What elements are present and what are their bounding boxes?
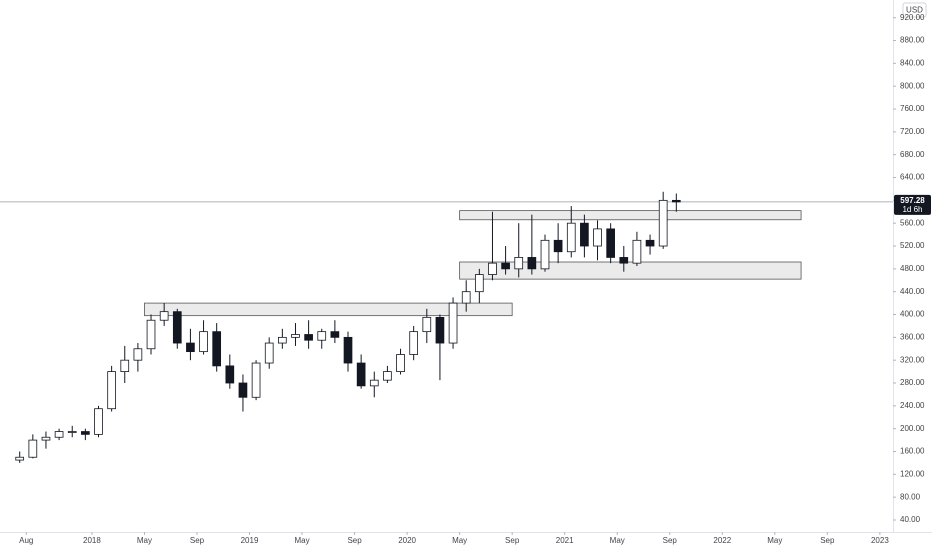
candle-body — [278, 336, 287, 344]
x-tick-label: Sep — [505, 536, 520, 545]
y-tick-label: 920.00 — [900, 13, 925, 22]
x-tick-label: May — [767, 536, 782, 545]
candle-body — [422, 316, 432, 333]
candle-body — [330, 331, 340, 338]
candle-body — [54, 431, 64, 438]
candle-body — [238, 382, 248, 398]
candle-body — [225, 365, 235, 384]
candle-body — [409, 331, 419, 355]
y-tick-label: 280.00 — [900, 378, 925, 387]
candle-body — [172, 311, 182, 344]
candle-body — [671, 199, 681, 203]
candle-body — [107, 371, 116, 410]
candle-body — [94, 408, 103, 435]
zone — [144, 302, 513, 317]
x-tick-label: 2018 — [83, 536, 101, 545]
candle-body — [527, 257, 537, 270]
candle-body — [553, 239, 563, 253]
candle-body — [383, 371, 392, 381]
candle-body — [159, 311, 169, 321]
candle-body — [186, 342, 195, 353]
candle-body — [580, 222, 589, 247]
x-tick-label: Aug — [19, 536, 33, 545]
x-tick-label: Sep — [347, 536, 362, 545]
x-tick-label: 2023 — [871, 536, 889, 545]
currency-label: USD — [906, 6, 923, 15]
candle-body — [514, 257, 524, 270]
x-tick-label: 2020 — [398, 536, 416, 545]
candle-body — [540, 239, 550, 270]
x-tick-label: 2019 — [241, 536, 259, 545]
x-tick-label: Sep — [663, 536, 678, 545]
x-tick-label: May — [452, 536, 467, 545]
y-tick-label: 40.00 — [900, 515, 921, 524]
y-tick-label: 200.00 — [900, 424, 925, 433]
y-tick-label: 720.00 — [900, 127, 925, 136]
y-tick-label: 240.00 — [900, 401, 925, 410]
candle-body — [133, 348, 143, 361]
candle-body — [658, 199, 668, 247]
candle-body — [448, 302, 458, 344]
zone — [459, 210, 802, 221]
candle-body — [343, 336, 353, 364]
y-tick-label: 480.00 — [900, 264, 925, 273]
y-tick-label: 160.00 — [900, 447, 925, 456]
candle-body — [356, 362, 366, 387]
candle-body — [632, 239, 642, 264]
candle-body — [606, 228, 615, 258]
y-tick-label: 360.00 — [900, 332, 925, 341]
x-tick-label: Sep — [820, 536, 835, 545]
y-tick-label: 560.00 — [900, 218, 925, 227]
candle-body — [212, 331, 222, 367]
zone — [459, 261, 802, 280]
y-tick-label: 880.00 — [900, 36, 925, 45]
candle-body — [199, 331, 208, 353]
y-tick-label: 320.00 — [900, 355, 925, 364]
candle-body — [593, 228, 602, 247]
y-tick-label: 760.00 — [900, 104, 925, 113]
y-tick-label: 400.00 — [900, 310, 925, 319]
candle-body — [566, 222, 576, 253]
y-tick-label: 800.00 — [900, 81, 925, 90]
countdown-label: 1d 6h — [902, 205, 922, 214]
candle-body — [461, 291, 471, 304]
x-tick-label: Sep — [190, 536, 205, 545]
candle-body — [264, 342, 274, 364]
candle-body — [474, 274, 484, 293]
candle-body — [81, 431, 90, 435]
candle-body — [120, 359, 130, 373]
y-tick-label: 680.00 — [900, 150, 925, 159]
candle-body — [619, 257, 629, 264]
y-tick-label: 840.00 — [900, 58, 925, 67]
price-label-box — [894, 194, 931, 215]
candle-body — [317, 331, 327, 341]
candle-body — [28, 439, 38, 458]
y-tick-label: 80.00 — [900, 492, 921, 501]
x-tick-label: 2021 — [556, 536, 574, 545]
price-label: 597.28 — [900, 196, 925, 205]
candle-body — [396, 354, 405, 373]
candle-body — [369, 379, 379, 387]
candle-body — [645, 239, 655, 247]
candle-body — [304, 334, 313, 341]
candle-body — [251, 362, 261, 398]
candle-body — [291, 334, 300, 338]
candle-body — [435, 316, 445, 344]
candle-body — [15, 456, 25, 461]
currency-box[interactable] — [902, 2, 927, 18]
x-tick-label: May — [610, 536, 625, 545]
x-tick-label: 2022 — [713, 536, 731, 545]
x-tick-label: May — [294, 536, 309, 545]
y-tick-label: 520.00 — [900, 241, 925, 250]
candle-body — [41, 436, 51, 441]
candle-body — [146, 319, 156, 350]
candle-body — [488, 262, 497, 275]
candle-body — [67, 431, 77, 433]
y-tick-label: 120.00 — [900, 469, 925, 478]
y-tick-label: 440.00 — [900, 287, 925, 296]
x-tick-label: May — [137, 536, 152, 545]
candle-body — [501, 262, 510, 270]
y-tick-label: 640.00 — [900, 173, 925, 182]
